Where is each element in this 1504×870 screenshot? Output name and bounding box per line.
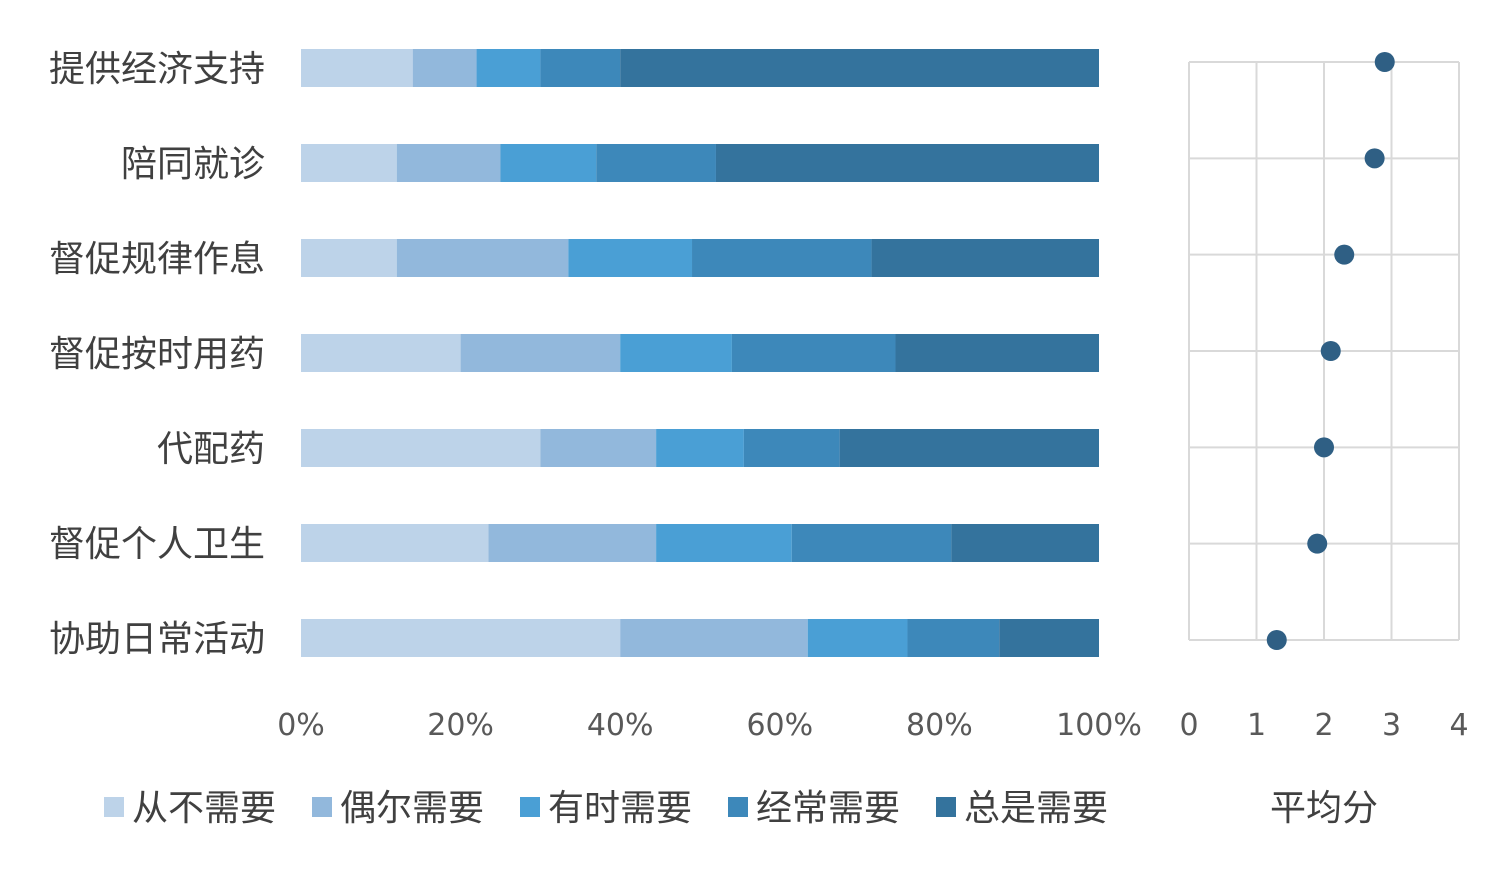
bar-segment bbox=[301, 524, 489, 562]
legend-label: 从不需要 bbox=[132, 788, 276, 829]
bar-segment bbox=[656, 524, 792, 562]
bar-segment bbox=[460, 334, 621, 372]
bar-x-tick-label: 40% bbox=[587, 708, 654, 743]
bar-segment bbox=[620, 49, 1099, 87]
bar-x-tick-label: 0% bbox=[277, 708, 325, 743]
bar-segment bbox=[871, 239, 1099, 277]
legend-swatch bbox=[104, 797, 124, 817]
dot-x-tick-label: 3 bbox=[1382, 708, 1401, 743]
dot-x-axis-ticks: 0 1 2 3 4 bbox=[1179, 708, 1468, 743]
bar-x-tick-label: 60% bbox=[746, 708, 813, 743]
category-label: 代配药 bbox=[157, 429, 265, 470]
legend: 从不需要 偶尔需要 有时需要 经常需要 总是需要 bbox=[104, 788, 1108, 829]
bar-segment bbox=[396, 239, 569, 277]
bar-segment bbox=[999, 619, 1099, 657]
bar-segment bbox=[301, 144, 397, 182]
bar-segment bbox=[620, 619, 808, 657]
bar-segment bbox=[301, 334, 461, 372]
bar-segment bbox=[488, 524, 657, 562]
bar-segment bbox=[500, 144, 597, 182]
bar-x-tick-label: 20% bbox=[427, 708, 494, 743]
category-label: 督促个人卫生 bbox=[49, 524, 265, 565]
bar-segment bbox=[596, 144, 716, 182]
bar-segment bbox=[301, 429, 541, 467]
bar-segment bbox=[807, 619, 908, 657]
dot-point bbox=[1266, 630, 1287, 650]
dot-plot-x-label: 平均分 bbox=[1270, 788, 1378, 829]
category-label: 督促按时用药 bbox=[49, 334, 265, 375]
bar-x-tick-label: 100% bbox=[1056, 708, 1142, 743]
bar-segment bbox=[907, 619, 1000, 657]
dot-plot-points bbox=[1266, 52, 1395, 650]
bar-segment bbox=[412, 49, 477, 87]
bar-segment bbox=[656, 429, 744, 467]
dot-point bbox=[1364, 148, 1385, 169]
legend-label: 总是需要 bbox=[964, 788, 1108, 829]
dot-point bbox=[1307, 533, 1328, 554]
legend-swatch bbox=[728, 797, 748, 817]
bar-segment bbox=[301, 239, 397, 277]
bar-x-axis-ticks: 0% 20% 40% 60% 80% 100% bbox=[277, 708, 1142, 743]
legend-label: 有时需要 bbox=[548, 788, 692, 829]
bar-segment bbox=[715, 144, 1099, 182]
bar-segment bbox=[301, 49, 413, 87]
bar-segment bbox=[568, 239, 693, 277]
dot-x-tick-label: 1 bbox=[1247, 708, 1266, 743]
legend-swatch bbox=[520, 797, 540, 817]
bar-x-tick-label: 80% bbox=[906, 708, 973, 743]
dot-point bbox=[1334, 244, 1355, 265]
bar-segment bbox=[476, 49, 541, 87]
dot-x-tick-label: 4 bbox=[1449, 708, 1468, 743]
dot-point bbox=[1374, 52, 1395, 72]
stacked-bars bbox=[301, 49, 1099, 657]
bar-segment bbox=[620, 334, 732, 372]
bar-segment bbox=[731, 334, 896, 372]
dot-x-tick-label: 2 bbox=[1314, 708, 1333, 743]
legend-swatch bbox=[312, 797, 332, 817]
bar-segment bbox=[301, 619, 621, 657]
dot-point bbox=[1314, 437, 1334, 458]
category-label: 提供经济支持 bbox=[49, 49, 265, 90]
bar-segment bbox=[839, 429, 1099, 467]
bar-segment bbox=[895, 334, 1099, 372]
category-label: 陪同就诊 bbox=[121, 144, 265, 185]
category-label: 协助日常活动 bbox=[49, 619, 265, 660]
bar-segment bbox=[540, 429, 657, 467]
bar-segment bbox=[692, 239, 872, 277]
bar-segment bbox=[951, 524, 1099, 562]
bar-segment bbox=[743, 429, 840, 467]
dot-point bbox=[1320, 341, 1341, 361]
bar-segment bbox=[791, 524, 952, 562]
category-label: 督促规律作息 bbox=[49, 239, 265, 280]
bar-segment bbox=[396, 144, 501, 182]
bar-segment bbox=[540, 49, 621, 87]
legend-label: 经常需要 bbox=[756, 788, 900, 829]
legend-label: 偶尔需要 bbox=[340, 788, 484, 829]
dot-x-tick-label: 0 bbox=[1179, 708, 1198, 743]
legend-swatch bbox=[936, 797, 956, 817]
